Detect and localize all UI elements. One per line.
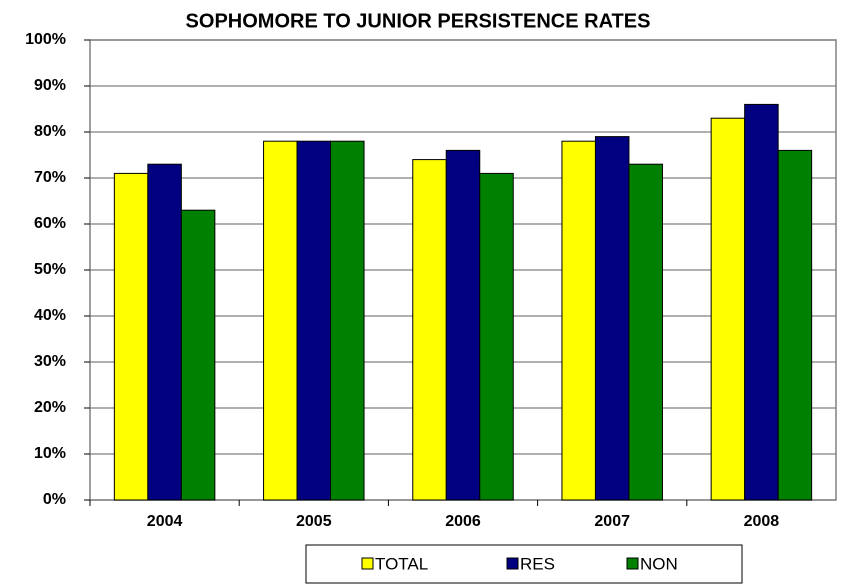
y-tick-label: 90%	[34, 77, 66, 94]
bar	[445, 149, 481, 501]
bar	[147, 163, 182, 501]
y-tick-label: 10%	[34, 445, 66, 462]
y-tick-label: 70%	[34, 169, 66, 186]
y-tick-label: 0%	[43, 491, 66, 508]
legend-label: NON	[640, 554, 678, 573]
bar	[744, 103, 779, 501]
legend-swatch	[506, 557, 519, 570]
y-tick-label: 50%	[34, 261, 66, 278]
bar	[296, 140, 332, 501]
bar	[710, 117, 746, 501]
bar	[180, 209, 216, 501]
x-tick-label: 2006	[445, 513, 481, 530]
bar	[628, 163, 663, 501]
chart-title: SOPHOMORE TO JUNIOR PERSISTENCE RATES	[186, 10, 651, 32]
legend-swatch	[626, 557, 639, 570]
bar	[412, 159, 447, 501]
y-tick-label: 80%	[34, 123, 66, 140]
legend-box	[305, 544, 743, 584]
y-tick-label: 30%	[34, 353, 66, 370]
y-tick-label: 40%	[34, 307, 66, 324]
bar	[561, 140, 596, 501]
y-tick-label: 100%	[25, 31, 66, 48]
legend-label: TOTAL	[375, 554, 428, 573]
bar	[263, 140, 298, 501]
bar	[594, 136, 630, 501]
y-tick-label: 60%	[34, 215, 66, 232]
y-tick-label: 20%	[34, 399, 66, 416]
bar	[113, 172, 149, 501]
legend-swatch	[361, 557, 374, 570]
bar	[330, 140, 365, 501]
x-tick-label: 2008	[744, 513, 780, 530]
bar	[479, 172, 514, 501]
x-tick-label: 2007	[594, 513, 630, 530]
x-tick-label: 2005	[296, 513, 332, 530]
x-tick-label: 2004	[147, 513, 183, 530]
bar	[777, 149, 813, 501]
legend-label: RES	[520, 554, 555, 573]
